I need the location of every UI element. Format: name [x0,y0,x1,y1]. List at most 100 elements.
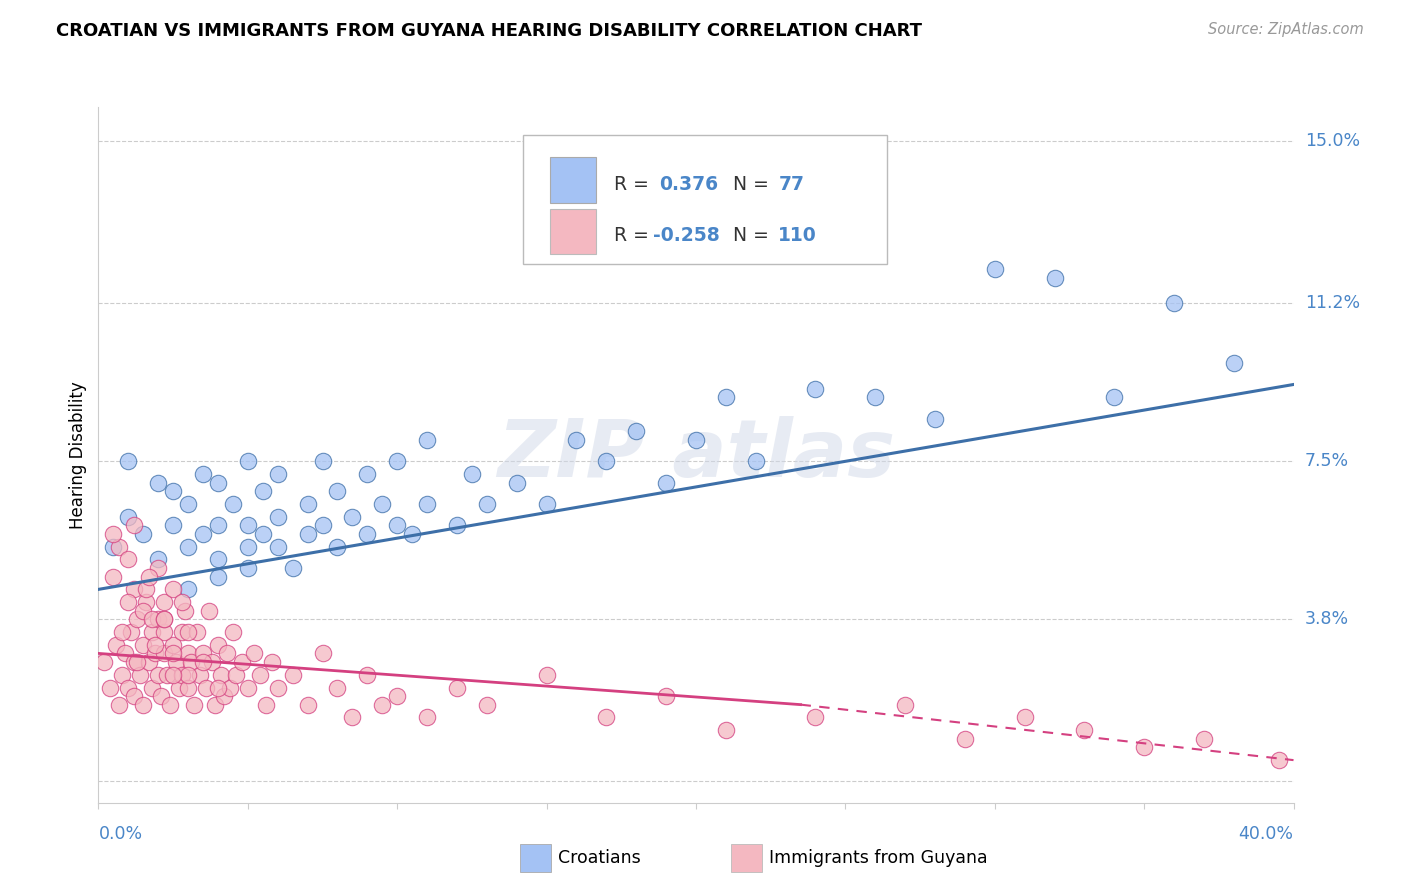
Point [865,390,887,404]
Point [894,698,917,712]
Point [207,518,229,533]
Point [191,655,214,669]
Point [953,731,976,746]
Point [103,527,125,541]
Text: 3.8%: 3.8% [1305,610,1348,628]
Point [153,647,176,661]
Point [236,561,259,575]
Point [311,454,333,468]
Point [198,604,221,618]
Text: R =: R = [613,175,654,194]
Point [804,710,827,724]
Text: Immigrants from Guyana: Immigrants from Guyana [769,849,987,867]
Text: ZIP atlas: ZIP atlas [496,416,896,494]
Point [204,698,226,712]
Text: CROATIAN VS IMMIGRANTS FROM GUYANA HEARING DISABILITY CORRELATION CHART: CROATIAN VS IMMIGRANTS FROM GUYANA HEARI… [56,22,922,40]
Point [714,723,737,738]
Point [231,655,253,669]
Point [983,262,1005,277]
Text: N =: N = [733,227,775,245]
Point [108,698,131,712]
Point [1163,296,1185,310]
Point [624,425,647,439]
Point [356,527,378,541]
Point [194,681,218,695]
Point [105,638,128,652]
Point [124,655,146,669]
Point [207,475,229,490]
Point [356,667,378,681]
Point [177,647,200,661]
Point [148,667,170,681]
Point [127,655,149,669]
Point [177,667,200,681]
Point [342,509,364,524]
Point [148,612,170,626]
Text: 0.0%: 0.0% [98,825,142,843]
Point [132,604,155,618]
Point [416,710,439,724]
Point [98,681,122,695]
Point [267,681,290,695]
Point [207,638,229,652]
Point [249,667,271,681]
Point [111,625,134,640]
Point [124,689,146,703]
Text: 40.0%: 40.0% [1239,825,1294,843]
Point [385,454,409,468]
Text: 7.5%: 7.5% [1305,452,1348,470]
Point [254,698,277,712]
Point [446,681,468,695]
Point [162,647,184,661]
Point [141,625,163,640]
Text: 110: 110 [779,227,817,245]
Point [186,625,208,640]
Point [297,497,319,511]
Point [141,612,163,626]
Point [536,497,558,511]
Point [167,681,190,695]
Point [111,667,134,681]
Point [236,540,259,554]
Point [222,497,245,511]
Point [162,484,184,499]
Point [371,698,394,712]
Point [103,540,125,554]
Point [685,433,707,447]
Point [162,667,184,681]
Point [446,518,468,533]
Point [311,647,333,661]
Point [150,689,173,703]
Point [745,454,768,468]
Point [714,390,737,404]
Point [117,509,139,524]
Point [124,518,146,533]
Text: 77: 77 [779,175,804,194]
Point [177,497,200,511]
Point [177,582,200,597]
Point [172,595,194,609]
Point [117,454,139,468]
Point [222,625,245,640]
Point [132,638,155,652]
Point [416,433,439,447]
Point [153,595,176,609]
Point [804,382,827,396]
Point [183,698,205,712]
Point [461,467,484,482]
Point [385,518,409,533]
Point [565,433,588,447]
FancyBboxPatch shape [550,158,596,202]
Point [416,497,439,511]
Point [117,595,139,609]
Point [207,552,229,566]
Point [132,698,155,712]
Point [297,698,319,712]
Point [172,625,194,640]
Point [252,484,274,499]
Point [215,647,238,661]
Point [243,647,266,661]
Point [138,569,160,583]
Text: -0.258: -0.258 [652,227,720,245]
Point [1043,270,1066,285]
